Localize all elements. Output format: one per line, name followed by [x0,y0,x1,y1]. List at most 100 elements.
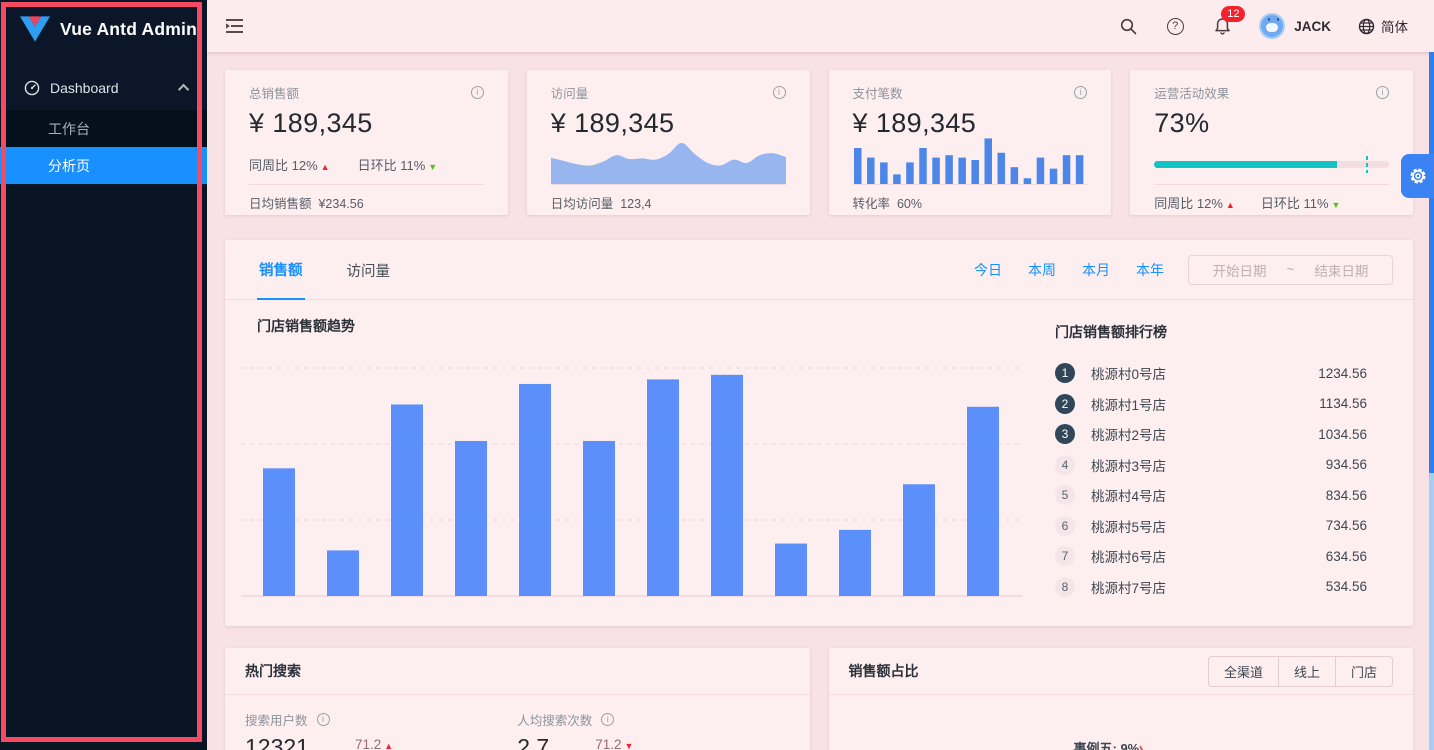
tab-bar: 销售额 访问量 今日 本周 本月 本年 开始日期 ~ 结束日期 [225,240,1413,300]
settings-button[interactable] [1401,154,1434,198]
rank-badge: 2 [1055,393,1075,414]
store-name: 桃源村2号店 [1091,428,1167,444]
trend-row: 同周比 12% ▲ 日环比 11% ▼ [249,158,438,173]
search-per-user-stat: 人均搜索次数 i 2.7 71.2 ▼ [517,710,789,750]
language-label: 简体 [1381,20,1408,35]
sidebar-item-workbench[interactable]: 工作台 [0,110,207,147]
card-footer: 日均销售额 ¥234.56 [249,184,484,215]
channel-segmented-buttons: 全渠道 线上 门店 [1207,655,1393,687]
down-arrow-icon: ▼ [1331,200,1341,210]
card-title: 总销售额 [249,87,300,101]
user-menu[interactable]: JACK [1259,13,1331,39]
info-icon[interactable]: i [1376,86,1389,99]
notification-bell-icon[interactable]: 12 [1212,6,1246,36]
logo[interactable]: Vue Antd Admin [0,0,207,58]
rank-badge: 7 [1055,546,1075,567]
rank-badge: 5 [1055,485,1075,506]
pie-label-line [1139,745,1146,750]
channel-button[interactable]: 线上 [1278,655,1336,687]
ranking-item: 4 桃源村3号店 934.56 [1055,450,1367,481]
language-selector[interactable]: 简体 [1358,16,1408,36]
store-value: 634.56 [1325,548,1367,564]
sidebar-item-analysis[interactable]: 分析页 [0,147,207,184]
sidebar-background [0,186,207,750]
ranking-title: 门店销售额排行榜 [1055,324,1167,340]
down-arrow-icon: ▼ [624,741,634,750]
tab-visits[interactable]: 访问量 [346,264,391,280]
menu-fold-icon[interactable] [225,15,247,37]
card-title: 支付笔数 [852,87,903,101]
notification-badge: 12 [1221,6,1246,22]
info-icon[interactable]: i [316,713,330,726]
payments-mini-bar-chart [853,138,1083,184]
stat-card-visits: 访问量 i ¥ 189,345 日均访问量 123,4 [526,70,810,215]
store-value: 734.56 [1325,518,1367,534]
range-link[interactable]: 今日 [974,261,1002,278]
card-title: 销售额占比 [848,663,919,679]
info-icon[interactable]: i [470,86,484,99]
help-icon[interactable]: ? [1165,16,1185,36]
range-link[interactable]: 本年 [1136,261,1164,278]
store-name: 桃源村5号店 [1091,519,1167,535]
stat-card-activity: 运营活动效果 i 73% 同周比 [1130,70,1413,215]
store-value: 834.56 [1325,487,1367,503]
info-icon[interactable]: i [601,713,615,726]
ranking-item: 7 桃源村6号店 634.56 [1055,541,1367,572]
hot-search-body: 搜索用户数 i 12321 71.2 ▲ 人均搜索次数 i [225,695,810,750]
sales-overview-card: 销售额 访问量 今日 本周 本月 本年 开始日期 ~ 结束日期 门店销售额趋势 [225,240,1413,626]
card-footer: 转化率 60% [852,184,1088,215]
card-title: 运营活动效果 [1154,87,1230,101]
stat-value: 2.7 [517,734,550,750]
ranking-item: 6 桃源村5号店 734.56 [1055,511,1367,542]
tab-sales[interactable]: 销售额 [257,239,305,300]
dashboard-icon [24,80,40,96]
vue-logo-icon [20,16,50,42]
search-users-stat: 搜索用户数 i 12321 71.2 ▲ [245,710,517,750]
channel-button[interactable]: 门店 [1335,655,1393,687]
up-arrow-icon: ▲ [1225,200,1235,210]
sales-overview-body: 门店销售额趋势 门店销售额排行榜 1 桃源村0号店 1234.56 2 桃源村1号店 11… [225,300,1413,615]
avatar [1259,13,1286,39]
app-title: Vue Antd Admin [60,18,197,39]
hot-search-card: 热门搜索 搜索用户数 i 12321 71.2 ▲ [225,648,810,750]
scrollbar-thumb[interactable] [1429,52,1434,473]
store-sales-chart-section: 门店销售额趋势 [237,316,1045,615]
range-link[interactable]: 本周 [1028,261,1056,278]
sidebar-item-label: 工作台 [48,120,90,137]
card-footer: 日均访问量 123,4 [550,184,786,215]
card-title: 热门搜索 [245,663,301,679]
search-icon[interactable] [1118,16,1138,36]
content: 总销售额 i ¥ 189,345 同周比 12% ▲ 日环比 11% ▼ 日均销售额… [207,52,1434,750]
ranking-item: 3 桃源村2号店 1034.56 [1055,419,1367,450]
info-icon[interactable]: i [772,86,786,99]
sidebar-item-dashboard[interactable]: Dashboard [0,66,207,110]
user-name: JACK [1294,18,1331,34]
store-name: 桃源村6号店 [1091,550,1167,566]
ranking-list: 1 桃源村0号店 1234.56 2 桃源村1号店 1134.56 3 桃源村2号店 1034.… [1055,358,1367,602]
store-value: 1134.56 [1319,396,1367,412]
header-actions: ? 12 JACK [1118,6,1408,39]
date-range-picker[interactable]: 开始日期 ~ 结束日期 [1188,254,1393,285]
range-link[interactable]: 本月 [1082,261,1110,278]
store-name: 桃源村7号店 [1091,580,1167,596]
ranking-item: 1 桃源村0号店 1234.56 [1055,358,1367,389]
info-icon[interactable]: i [1074,86,1088,99]
date-separator: ~ [1286,262,1295,277]
chart-title: 门店销售额趋势 [257,318,355,334]
main-area: ? 12 JACK [207,0,1434,750]
rank-badge: 4 [1055,454,1075,475]
rank-badge: 3 [1055,424,1075,445]
store-name: 桃源村0号店 [1091,367,1167,383]
sales-ratio-card: 销售额占比 全渠道 线上 门店 事例五: 9% [828,648,1413,750]
tab-extra-controls: 今日 本周 本月 本年 开始日期 ~ 结束日期 [974,254,1393,285]
store-name: 桃源村4号店 [1091,489,1167,505]
sidebar-item-label: Dashboard [50,80,119,96]
rank-badge: 8 [1055,576,1075,597]
ranking-item: 8 桃源村7号店 534.56 [1055,572,1367,603]
visits-mini-area-chart [550,142,786,184]
stat-card-payments: 支付笔数 i ¥ 189,345 转化率 60% [828,70,1112,215]
stat-card-total-sales: 总销售额 i ¥ 189,345 同周比 12% ▲ 日环比 11% ▼ 日均销售额… [225,70,508,215]
stat-rate: 71.2 ▼ [595,737,634,750]
channel-button[interactable]: 全渠道 [1207,655,1279,687]
